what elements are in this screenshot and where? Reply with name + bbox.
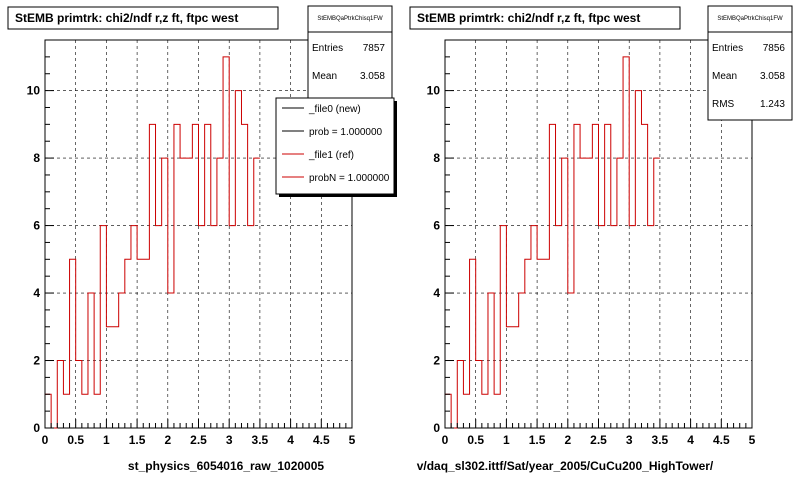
y-tick-label: 10 (27, 84, 41, 98)
histogram-series (45, 56, 260, 429)
y-tick-label: 0 (33, 421, 40, 435)
stats-rms-label: RMS (712, 99, 735, 110)
y-tick-label: 0 (433, 421, 440, 435)
x-tick-label: 4 (287, 433, 294, 447)
x-tick-label: 3.5 (652, 433, 669, 447)
x-tick-label: 2.5 (590, 433, 607, 447)
chart-title: StEMB primtrk: chi2/ndf r,z ft, ftpc wes… (417, 11, 640, 25)
chart-panel-1: 0 0.5 1 1.5 2 2.5 3 3.5 4 4.5 5 0 2 4 6 8 10 st_physics_6… (7, 5, 397, 473)
x-tick-label: 0 (42, 433, 49, 447)
x-tick-label: 2 (564, 433, 571, 447)
stats-mean-value: 3.058 (360, 71, 385, 82)
x-tick-label: 4.5 (313, 433, 330, 447)
chart-title: StEMB primtrk: chi2/ndf r,z ft, ftpc wes… (15, 11, 238, 25)
y-tick-label: 6 (33, 219, 40, 233)
y-tick-label: 4 (433, 286, 440, 300)
legend-frame (275, 97, 395, 195)
stats-mean-label: Mean (712, 71, 737, 82)
x-tick-label: 2 (164, 433, 171, 447)
y-tick-label: 4 (33, 286, 40, 300)
legend-entry-label: _file0 (new) (308, 104, 361, 115)
stats-mean-value: 3.058 (760, 71, 785, 82)
chart-panel-2: 0 0.5 1 1.5 2 2.5 3 3.5 4 4.5 5 0 2 4 6 8 10 v/daq_sl302.… (409, 5, 793, 473)
x-tick-label: 3 (226, 433, 233, 447)
legend-entry-label: prob = 1.000000 (309, 127, 383, 138)
x-tick-label: 0 (442, 433, 449, 447)
stats-box: StEMBQaPtrkChisq1FW Entries 7856 Mean 3.058 R… (707, 5, 793, 121)
stats-name: StEMBQaPtrkChisq1FW (717, 16, 783, 22)
title-box (7, 6, 279, 30)
y-tick-label: 8 (433, 151, 440, 165)
x-axis-label: st_physics_6054016_raw_1020005 (128, 459, 324, 473)
x-tick-label: 3.5 (252, 433, 269, 447)
legend: _file0 (new) prob = 1.000000 _file1 (ref) p… (275, 97, 397, 197)
y-tick-label: 2 (433, 354, 440, 368)
stats-rms-value: 1.243 (760, 99, 785, 110)
x-tick-label: 5 (349, 433, 356, 447)
x-tick-label: 3 (626, 433, 633, 447)
x-tick-label: 4 (687, 433, 694, 447)
title-box (409, 6, 681, 30)
stats-box-frame (707, 5, 793, 121)
stats-entries-label: Entries (312, 43, 343, 54)
legend-entry-label: _file1 (ref) (308, 150, 354, 161)
stats-entries-value: 7856 (763, 43, 786, 54)
x-tick-label: 0.5 (67, 433, 84, 447)
y-tick-label: 6 (433, 219, 440, 233)
x-axis-label: v/daq_sl302.ittf/Sat/year_2005/CuCu200_H… (417, 459, 714, 473)
y-tick-label: 2 (33, 354, 40, 368)
x-tick-label: 1 (103, 433, 110, 447)
x-tick-label: 1.5 (129, 433, 146, 447)
x-tick-label: 5 (749, 433, 756, 447)
x-tick-label: 2.5 (190, 433, 207, 447)
stats-mean-label: Mean (312, 71, 337, 82)
histogram-series (445, 56, 660, 429)
legend-entry-label: probN = 1.000000 (309, 173, 390, 184)
y-tick-label: 10 (427, 84, 441, 98)
x-tick-label: 4.5 (713, 433, 730, 447)
y-tick-label: 8 (33, 151, 40, 165)
x-tick-label: 1 (503, 433, 510, 447)
stats-entries-label: Entries (712, 43, 743, 54)
stats-name: StEMBQaPtrkChisq1FW (317, 16, 383, 22)
stats-entries-value: 7857 (363, 43, 386, 54)
x-tick-label: 1.5 (529, 433, 546, 447)
x-tick-label: 0.5 (467, 433, 484, 447)
